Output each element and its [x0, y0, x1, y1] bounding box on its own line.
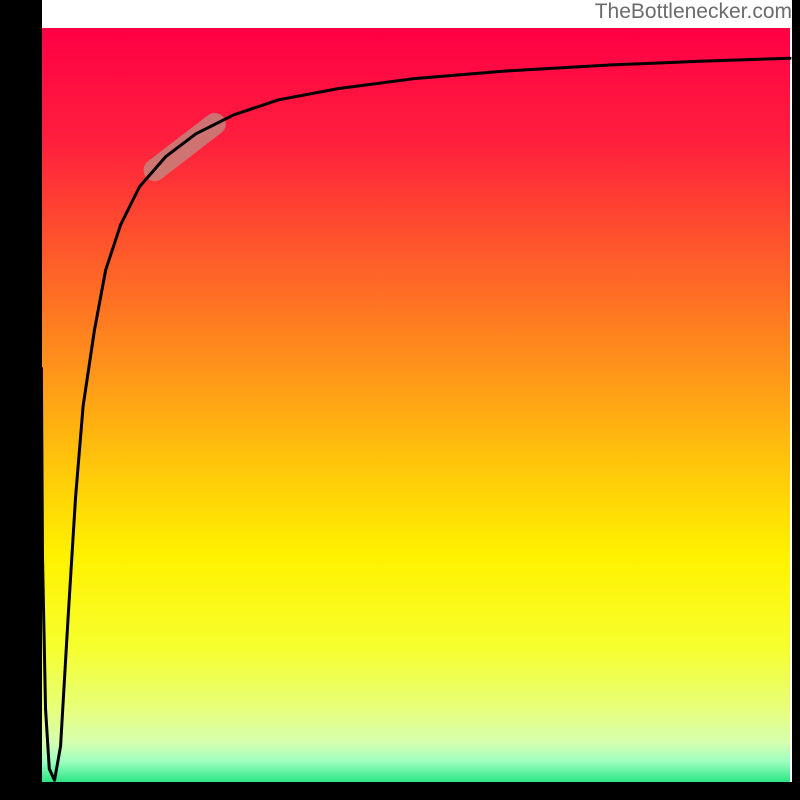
chart-stage: TheBottlenecker.com	[0, 0, 800, 800]
plot-background	[38, 28, 790, 784]
attribution-text: TheBottlenecker.com	[595, 0, 792, 24]
frame-left	[0, 0, 42, 800]
bottleneck-chart-svg	[0, 0, 800, 800]
frame-bottom	[0, 782, 800, 800]
frame-right	[792, 0, 800, 800]
